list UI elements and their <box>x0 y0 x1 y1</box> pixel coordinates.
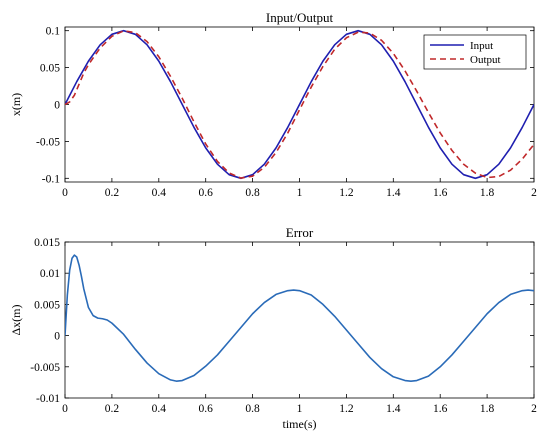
x-tick-label: 0.8 <box>245 187 260 199</box>
y-tick-label: 0.01 <box>40 268 60 280</box>
legend-box <box>423 34 527 70</box>
x-tick-label: 1.6 <box>433 187 448 199</box>
series-group <box>65 254 534 382</box>
y-tick-label: 0.015 <box>34 237 60 249</box>
y-tick-label: 0.005 <box>34 299 60 311</box>
x-tick-label: 1 <box>297 187 303 199</box>
y-tick-label: -0.1 <box>42 173 60 185</box>
y-tick-label: -0.005 <box>30 362 60 374</box>
legend-label-output: Output <box>470 54 501 66</box>
x-tick-label: 1.8 <box>480 403 495 415</box>
x-tick-label: 0.8 <box>245 403 260 415</box>
x-tick-label: 0.2 <box>105 403 120 415</box>
y-tick-label: 0 <box>54 331 60 343</box>
x-tick-label: 1.8 <box>480 187 495 199</box>
x-tick-label: 0.4 <box>152 403 167 415</box>
y-tick-label: -0.01 <box>36 393 60 405</box>
chart-title: Error <box>286 225 314 240</box>
x-tick-label: 0 <box>62 187 68 199</box>
x-tick-label: 0.6 <box>199 187 214 199</box>
x-tick-label: 2 <box>531 187 537 199</box>
x-tick-label: 1.4 <box>386 403 401 415</box>
series-group <box>65 29 534 180</box>
x-tick-label: 1.6 <box>433 403 448 415</box>
y-tick-label: 0.1 <box>46 26 61 38</box>
x-tick-label: 0 <box>62 403 68 415</box>
legend-label-input: Input <box>470 40 493 52</box>
y-tick-label: 0.05 <box>40 63 60 75</box>
x-tick-label: 1.4 <box>386 187 401 199</box>
x-tick-label: 2 <box>531 403 537 415</box>
chart-title: Input/Output <box>266 10 334 25</box>
series-line-error <box>65 254 534 382</box>
x-axis-label: time(s) <box>283 417 317 431</box>
input-output-plot: Input/Output 0 0.2 0.4 0.6 0.8 1 1.2 1.4 1.6 1.8 2 0… <box>9 10 537 199</box>
series-line-input <box>65 29 534 180</box>
axes-box <box>64 241 535 399</box>
x-tick-label: 0.2 <box>105 187 120 199</box>
error-plot: Error 0 0.2 0.4 0.6 0.8 1 1.2 1.4 1.6 1.8 2 0.015 0.0… <box>9 225 537 431</box>
x-tick-label: 0.4 <box>152 187 167 199</box>
x-tick-label: 1.2 <box>339 187 354 199</box>
y-axis-label: x(m) <box>9 93 23 116</box>
x-tick-label: 0.6 <box>199 403 214 415</box>
x-tick-label: 1 <box>297 403 303 415</box>
y-tick-label: 0 <box>54 100 60 112</box>
y-tick-label: -0.05 <box>36 136 60 148</box>
x-tick-label: 1.2 <box>339 403 354 415</box>
legend: Input Output <box>423 34 527 70</box>
y-axis-label: Δx(m) <box>9 304 23 335</box>
